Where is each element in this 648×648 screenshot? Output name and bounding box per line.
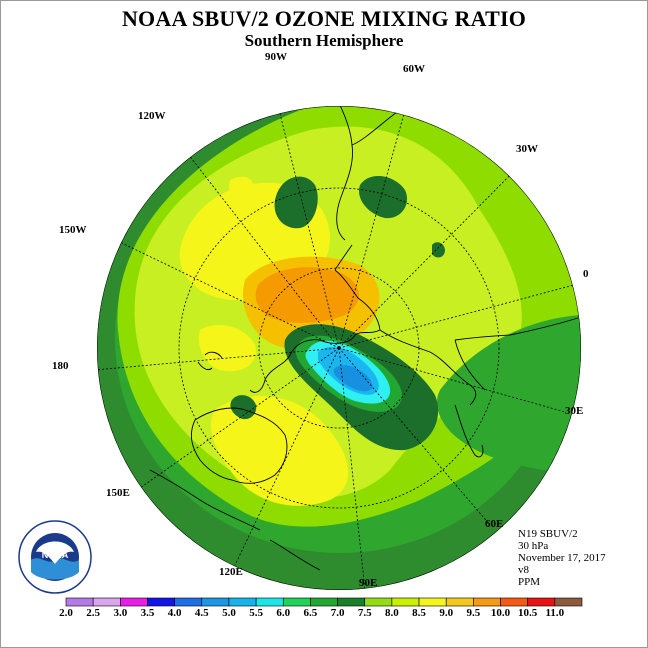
colorbar-tick-label: 5.0 — [222, 607, 236, 619]
field-orange — [255, 267, 359, 323]
map-title: NOAA SBUV/2 OZONE MIXING RATIO — [121, 6, 527, 31]
colorbar-swatch — [282, 597, 311, 607]
colorbar-tick-label: 11.0 — [545, 607, 565, 619]
lon-label-120w: 120W — [138, 110, 166, 122]
colorbar-swatch — [147, 597, 175, 607]
colorbar-swatch — [255, 597, 284, 607]
lon-label-120e: 120E — [219, 566, 243, 578]
field-dark-green-1 — [274, 176, 318, 229]
field-dark-green-2 — [359, 175, 408, 219]
field-dark-green-4 — [432, 242, 445, 258]
colorbar-swatch — [527, 597, 556, 607]
colorbar-tick-label: 9.5 — [466, 607, 481, 619]
field-yellow-2 — [210, 396, 349, 506]
colorbar-swatch — [92, 597, 121, 607]
colorbar-tick-label: 2.5 — [86, 607, 101, 619]
lon-label-0: 0 — [583, 268, 589, 280]
lon-label-90w: 90W — [265, 51, 287, 63]
colorbar-swatch — [473, 597, 501, 607]
lon-label-90e: 90E — [359, 577, 378, 589]
colorbar-tick-label: 7.5 — [357, 607, 372, 619]
lon-label-30w: 30W — [516, 143, 538, 155]
field-vortex-blue — [333, 365, 373, 392]
noaa-logo: NOAA — [18, 520, 92, 594]
lon-label-30e: 30E — [565, 405, 584, 417]
lon-label-150e: 150E — [106, 487, 130, 499]
field-yellow-4 — [198, 325, 256, 372]
lon-label-180: 180 — [52, 360, 69, 372]
ozone-field — [97, 106, 581, 590]
info-level: 30 hPa — [518, 540, 549, 552]
colorbar-swatch — [228, 597, 257, 607]
colorbar-swatch — [337, 597, 366, 607]
info-units: PPM — [518, 576, 541, 588]
field-yellow-3 — [229, 176, 254, 204]
colorbar-swatch — [554, 597, 583, 607]
graticule — [97, 106, 581, 590]
colorbar-tick-label: 2.0 — [59, 607, 73, 619]
lon-label-150w: 150W — [59, 224, 87, 236]
colorbar-swatch — [201, 597, 230, 607]
colorbar-tick-label: 3.0 — [113, 607, 128, 619]
colorbar-tick-label: 4.5 — [194, 607, 209, 619]
colorbar-swatch — [65, 597, 94, 607]
colorbar-swatch — [364, 597, 393, 607]
colorbar — [65, 597, 583, 607]
lon-label-60w: 60W — [403, 63, 425, 75]
map-subtitle: Southern Hemisphere — [244, 31, 404, 50]
info-version: v8 — [518, 564, 529, 576]
colorbar-swatch — [445, 597, 474, 607]
colorbar-swatch — [120, 597, 148, 607]
colorbar-swatch — [391, 597, 420, 607]
colorbar-labels: 2.0 2.5 3.0 3.5 4.0 4.5 5.0 5.5 6.0 6.5 7.0 7.5 8.0 8… — [0, 607, 648, 621]
colorbar-tick-label: 10.0 — [490, 607, 511, 619]
field-dark-green-3 — [230, 395, 257, 420]
field-mid-green-lobe — [436, 315, 581, 480]
field-cyan-blob — [97, 428, 115, 453]
info-date: November 17, 2017 — [518, 552, 606, 564]
colorbar-tick-label: 9.0 — [439, 607, 454, 619]
info-block: N19 SBUV/2 30 hPa November 17, 2017 v8 P… — [518, 528, 606, 588]
colorbar-tick-label: 5.5 — [249, 607, 263, 619]
logo-text: NOAA — [42, 550, 69, 560]
colorbar-swatch — [310, 597, 338, 607]
colorbar-tick-label: 4.0 — [167, 607, 182, 619]
lon-label-60e: 60E — [485, 518, 504, 530]
colorbar-tick-label: 6.5 — [303, 607, 318, 619]
colorbar-tick-label: 8.5 — [412, 607, 426, 619]
colorbar-swatch — [174, 597, 203, 607]
info-satellite: N19 SBUV/2 — [518, 528, 578, 540]
colorbar-swatch — [418, 597, 447, 607]
colorbar-tick-label: 10.5 — [518, 607, 538, 619]
colorbar-tick-label: 8.0 — [385, 607, 399, 619]
colorbar-tick-label: 6.0 — [276, 607, 291, 619]
coastlines — [149, 106, 579, 571]
colorbar-tick-label: 7.0 — [330, 607, 345, 619]
colorbar-tick-label: 3.5 — [140, 607, 155, 619]
colorbar-swatch — [500, 597, 528, 607]
